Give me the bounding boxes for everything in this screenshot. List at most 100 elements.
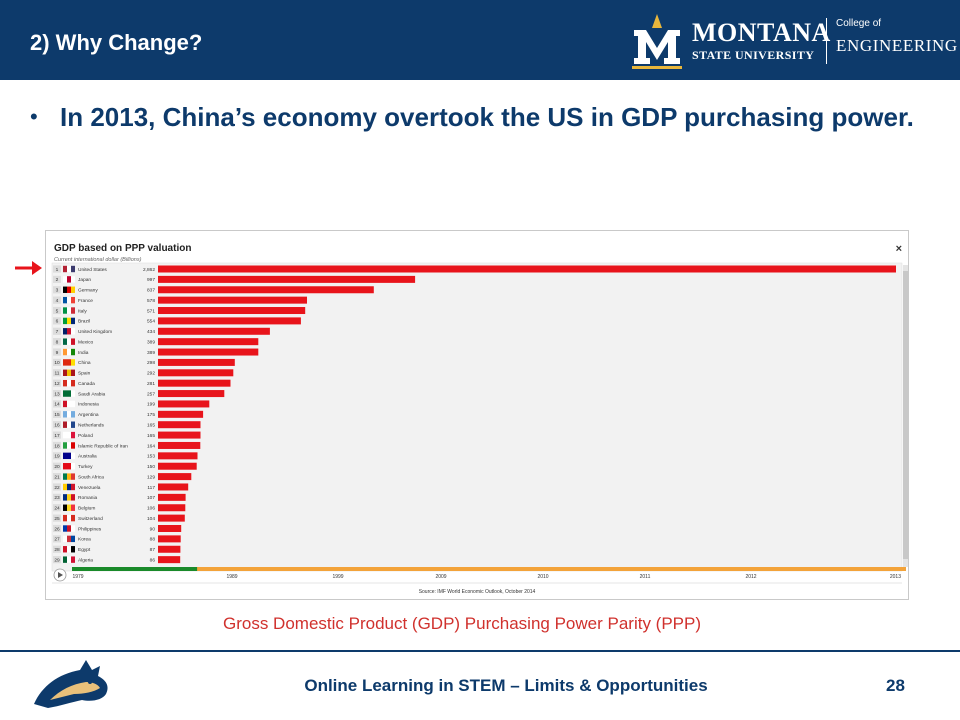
rank-label: 18 bbox=[54, 443, 60, 449]
flag-stripe bbox=[63, 359, 67, 366]
flag-stripe bbox=[67, 504, 71, 511]
bar-row: 8 Mexico 389 bbox=[53, 338, 259, 346]
bar-row: 21 South Africa 129 bbox=[53, 473, 192, 480]
bar-row: 4 France 578 bbox=[53, 296, 307, 304]
rank-box bbox=[53, 441, 61, 450]
timeline-tick-label[interactable]: 1979 bbox=[72, 574, 83, 580]
rank-box bbox=[53, 348, 61, 356]
bar bbox=[158, 286, 374, 294]
rank-label: 2 bbox=[56, 277, 59, 283]
flag-stripe bbox=[71, 525, 75, 532]
rank-label: 22 bbox=[54, 485, 60, 491]
rank-box bbox=[53, 545, 61, 553]
timeline-tick-label[interactable]: 2013 bbox=[890, 574, 901, 580]
flag-stripe bbox=[67, 359, 71, 366]
country-label: France bbox=[78, 298, 93, 304]
flag-stripe bbox=[67, 473, 71, 480]
flag-stripe bbox=[67, 390, 71, 397]
timeline-tick-label[interactable]: 2012 bbox=[745, 574, 756, 580]
value-label: 292 bbox=[147, 371, 155, 377]
flag-stripe bbox=[67, 463, 71, 470]
page-number: 28 bbox=[886, 676, 905, 695]
rank-label: 6 bbox=[56, 319, 59, 325]
bar bbox=[158, 410, 204, 418]
bar-row: 11 Spain 292 bbox=[53, 369, 234, 377]
country-label: Canada bbox=[78, 381, 95, 387]
flag-stripe bbox=[71, 514, 75, 522]
rank-label: 27 bbox=[54, 537, 60, 543]
flag-stripe bbox=[67, 348, 71, 356]
flag-stripe bbox=[67, 276, 71, 283]
flag-stripe bbox=[71, 483, 75, 491]
rank-box bbox=[53, 338, 61, 346]
flag-stripe bbox=[63, 317, 67, 325]
timeline-progress bbox=[72, 567, 198, 571]
bar-row: 15 Argentina 175 bbox=[53, 410, 204, 418]
country-label: United Kingdom bbox=[78, 329, 112, 335]
flag-stripe bbox=[63, 504, 67, 511]
gdp-chart: GDP based on PPP valuation Current inter… bbox=[46, 231, 908, 599]
flag-stripe bbox=[67, 535, 71, 543]
chart-subtitle: Current international dollar (Billions) bbox=[54, 257, 142, 263]
scrollbar-thumb[interactable] bbox=[903, 271, 908, 559]
value-label: 389 bbox=[147, 350, 155, 356]
timeline-tick-label[interactable]: 1989 bbox=[226, 574, 237, 580]
rank-box bbox=[53, 514, 61, 522]
close-icon[interactable]: × bbox=[896, 243, 902, 255]
flag-stripe bbox=[71, 307, 75, 314]
msu-m-icon bbox=[632, 14, 682, 69]
bar bbox=[158, 514, 185, 522]
bar bbox=[158, 421, 201, 429]
bar bbox=[158, 504, 186, 512]
country-label: Brazil bbox=[78, 319, 90, 325]
bar-row: 22 Venezuela 117 bbox=[53, 483, 189, 491]
country-label: Switzerland bbox=[78, 516, 103, 522]
timeline-tick-label[interactable]: 2010 bbox=[537, 574, 548, 580]
bar bbox=[158, 483, 189, 491]
flag-stripe bbox=[71, 296, 75, 304]
flag-stripe bbox=[67, 494, 71, 501]
value-label: 257 bbox=[147, 391, 155, 397]
rank-box bbox=[53, 421, 61, 429]
country-label: Indonesia bbox=[78, 402, 99, 408]
college-of-label: College of bbox=[836, 18, 882, 29]
flag-stripe bbox=[71, 546, 75, 553]
timeline-tick-label[interactable]: 1999 bbox=[332, 574, 343, 580]
bar-row: 25 Switzerland 104 bbox=[53, 514, 185, 522]
flag-stripe bbox=[67, 514, 71, 522]
value-label: 87 bbox=[150, 547, 156, 553]
timeline-track[interactable] bbox=[72, 567, 906, 571]
bar-row: 29 Algeria 86 bbox=[53, 556, 181, 563]
flag-stripe bbox=[71, 338, 75, 345]
value-label: 2,862 bbox=[143, 267, 155, 273]
section-title: 2) Why Change? bbox=[30, 30, 203, 55]
flag-stripe bbox=[63, 452, 67, 460]
value-label: 150 bbox=[147, 464, 155, 470]
flag-stripe bbox=[71, 494, 75, 501]
timeline-tick-label[interactable]: 2009 bbox=[435, 574, 446, 580]
timeline-ticks: 1979 1989 1999 2009 2010 2011 2012 2013 bbox=[72, 574, 901, 580]
flag-stripe bbox=[63, 296, 67, 304]
rank-label: 4 bbox=[56, 298, 59, 304]
country-label: Romania bbox=[78, 495, 98, 501]
flag-stripe bbox=[67, 369, 71, 376]
rank-box bbox=[53, 535, 61, 543]
flag-stripe bbox=[71, 328, 75, 335]
country-label: Poland bbox=[78, 433, 93, 439]
bar-row: 5 Italy 571 bbox=[53, 306, 306, 314]
rank-label: 24 bbox=[54, 506, 60, 512]
rank-label: 17 bbox=[54, 433, 60, 439]
bar-row: 1 United States 2,862 bbox=[53, 265, 896, 273]
rank-label: 23 bbox=[54, 495, 60, 501]
bar-row: 14 Indonesia 199 bbox=[53, 400, 210, 408]
flag-stripe bbox=[63, 442, 67, 449]
flag-stripe bbox=[67, 328, 71, 335]
country-label: Philippines bbox=[78, 526, 102, 532]
timeline-tick-label[interactable]: 2011 bbox=[640, 574, 651, 580]
country-label: Italy bbox=[78, 308, 87, 314]
bar-row: 17 Poland 165 bbox=[53, 431, 201, 439]
bar-row: 3 Germany 837 bbox=[53, 286, 374, 294]
rank-label: 9 bbox=[56, 350, 59, 356]
bar-row: 6 Brazil 554 bbox=[53, 317, 301, 325]
country-label: Islamic Republic of Iran bbox=[78, 443, 128, 449]
